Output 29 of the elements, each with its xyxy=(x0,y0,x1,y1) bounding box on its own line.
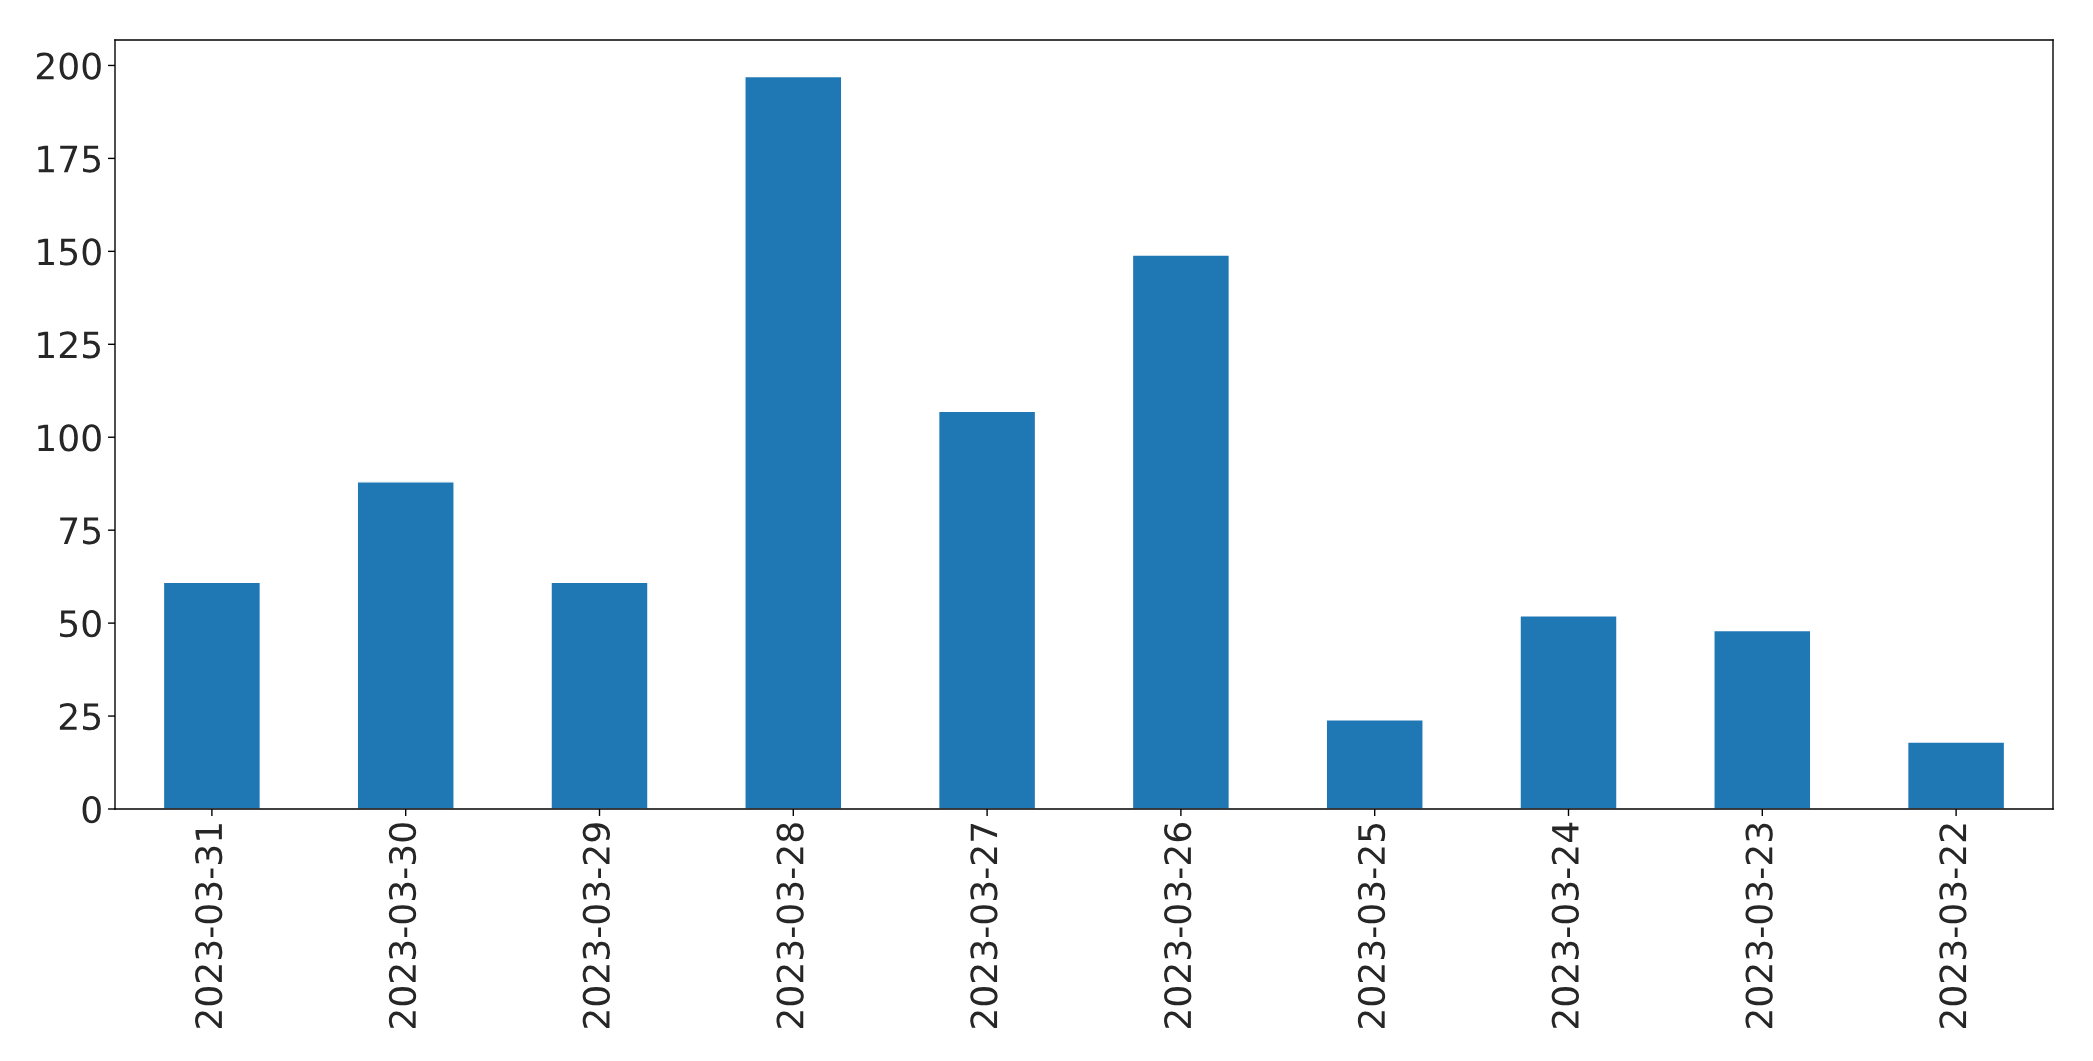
y-tick-label: 25 xyxy=(59,702,101,731)
bar xyxy=(1906,741,2006,809)
bar xyxy=(1131,254,1231,809)
x-tick-label: 2023-03-22 xyxy=(1939,824,1967,1029)
y-tick-label: 175 xyxy=(38,145,101,173)
bar xyxy=(550,581,649,809)
bar xyxy=(1325,719,1424,809)
y-tick-label: 0 xyxy=(82,795,101,824)
x-tick-label: 2023-03-25 xyxy=(1357,823,1386,1029)
x-tick-label: 2023-03-29 xyxy=(582,823,610,1029)
x-tick-label: 2023-03-23 xyxy=(1745,823,1773,1029)
y-tick-label: 100 xyxy=(38,424,101,452)
y-tick-label: 150 xyxy=(38,238,101,266)
y-tick-label: 200 xyxy=(36,52,101,80)
bar xyxy=(1713,629,1812,809)
y-tick-label: 125 xyxy=(38,331,101,359)
bar xyxy=(162,581,262,809)
x-tick-label: 2023-03-24 xyxy=(1551,822,1579,1029)
x-tick-label: 2023-03-27 xyxy=(970,823,998,1029)
bar xyxy=(356,481,455,809)
y-tick-label: 50 xyxy=(60,610,101,638)
x-tick-label: 2023-03-28 xyxy=(776,823,804,1029)
bar xyxy=(1519,614,1618,809)
bar xyxy=(744,75,843,809)
y-tick-label: 75 xyxy=(60,517,101,545)
x-tick-label: 2023-03-31 xyxy=(195,824,223,1029)
x-tick-label: 2023-03-26 xyxy=(1164,823,1192,1029)
bar xyxy=(937,410,1037,809)
x-tick-label: 2023-03-30 xyxy=(388,823,417,1029)
